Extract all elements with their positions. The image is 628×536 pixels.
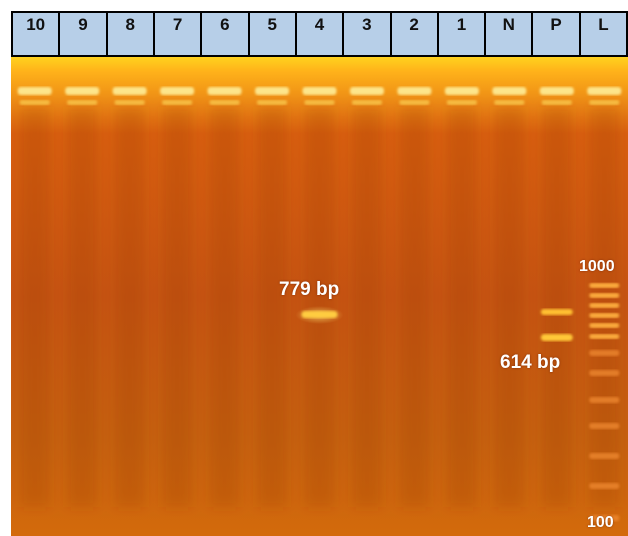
ladder-band — [589, 423, 620, 429]
loading-well — [207, 87, 242, 95]
loading-well — [492, 87, 527, 95]
ladder-label-100: 100 — [587, 514, 614, 531]
lane-smear — [494, 107, 525, 507]
lane-label: 4 — [297, 13, 345, 55]
lane-label: 10 — [11, 13, 61, 55]
sample-band — [301, 311, 338, 318]
gel-image: 779 bp 614 bp 1000 100 — [11, 57, 628, 536]
lane-smear — [351, 107, 382, 507]
lane-label: 6 — [202, 13, 250, 55]
loading-well — [539, 87, 574, 95]
lane-smear — [399, 107, 430, 507]
loading-well — [255, 87, 290, 95]
band-label-779: 779 bp — [279, 279, 340, 300]
lane-smear — [19, 107, 50, 507]
lane-label: L — [581, 13, 628, 55]
loading-well-lower — [162, 100, 193, 105]
ladder-band — [589, 515, 620, 521]
loading-well-lower — [304, 100, 335, 105]
loading-well-lower — [67, 100, 98, 105]
loading-well — [17, 87, 52, 95]
lane-header: 10 9 8 7 6 5 4 3 2 1 N P L — [11, 11, 628, 57]
loading-well-lower — [446, 100, 477, 105]
loading-well-lower — [114, 100, 145, 105]
lane-label: N — [486, 13, 534, 55]
lane-label: 3 — [344, 13, 392, 55]
loading-well-lower — [209, 100, 240, 105]
loading-well — [587, 87, 622, 95]
lane-label: 2 — [392, 13, 439, 55]
ladder-band — [589, 453, 620, 459]
loading-well-lower — [399, 100, 430, 105]
ladder-band — [589, 283, 620, 288]
lane-smear — [67, 107, 98, 507]
loading-well-lower — [589, 100, 620, 105]
ladder-band — [589, 323, 620, 328]
ladder-band — [589, 483, 620, 489]
ladder-band — [589, 293, 620, 298]
ladder-band — [589, 313, 620, 318]
lane-label: 1 — [439, 13, 487, 55]
loading-well-lower — [351, 100, 382, 105]
lane-smear — [162, 107, 193, 507]
loading-well — [65, 87, 100, 95]
loading-well-lower — [494, 100, 525, 105]
loading-well-lower — [257, 100, 288, 105]
ladder-band — [589, 370, 620, 376]
ladder-band — [589, 334, 620, 339]
lane-label: 9 — [60, 13, 108, 55]
lane-smear — [541, 107, 572, 507]
lane-label: 5 — [250, 13, 297, 55]
loading-well-lower — [19, 100, 50, 105]
lane-smear — [114, 107, 145, 507]
lane-label: 8 — [108, 13, 155, 55]
ladder-band — [589, 397, 620, 403]
ladder-band — [589, 350, 620, 356]
positive-band-lower — [540, 334, 573, 341]
lane-smear — [209, 107, 240, 507]
lane-label: P — [533, 13, 581, 55]
loading-well — [444, 87, 479, 95]
loading-well — [397, 87, 432, 95]
lane-smear — [257, 107, 288, 507]
loading-well — [112, 87, 147, 95]
loading-well — [160, 87, 195, 95]
loading-well-lower — [541, 100, 572, 105]
band-label-614: 614 bp — [500, 352, 561, 373]
lane-label: 7 — [155, 13, 203, 55]
positive-band-upper — [540, 309, 573, 315]
loading-well — [349, 87, 384, 95]
ladder-band — [589, 303, 620, 308]
lane-smear — [446, 107, 477, 507]
gel-canvas — [11, 57, 628, 536]
loading-well — [302, 87, 337, 95]
ladder-label-1000: 1000 — [579, 258, 615, 275]
